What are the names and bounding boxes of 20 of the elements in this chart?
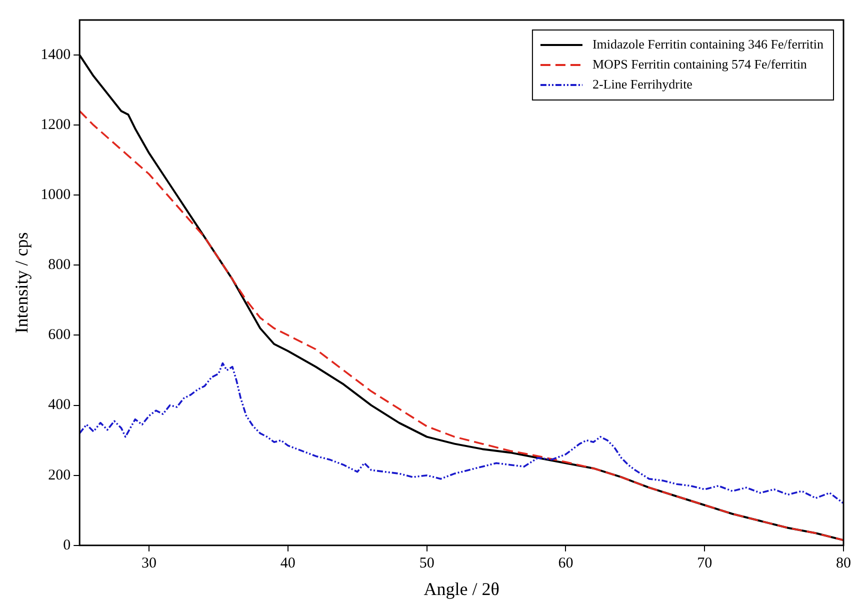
y-tick-label: 400 [48, 397, 71, 414]
x-axis-title: Angle / 2θ [424, 578, 500, 599]
legend-label: 2-Line Ferrihydrite [592, 76, 693, 92]
x-tick-label: 80 [836, 555, 851, 572]
y-tick-label: 200 [48, 467, 71, 484]
y-tick-label: 0 [63, 537, 71, 554]
x-tick-label: 40 [280, 555, 296, 572]
y-tick-label: 600 [48, 327, 71, 344]
x-tick-label: 60 [558, 555, 574, 572]
x-tick-label: 70 [697, 555, 712, 572]
y-tick-label: 1200 [40, 117, 71, 134]
legend-label: Imidazole Ferritin containing 346 Fe/ferritin [592, 36, 824, 52]
y-axis-title: Intensity / cps [12, 232, 32, 334]
legend-label: MOPS Ferritin containing 574 Fe/ferritin [592, 56, 808, 72]
line-series [80, 362, 844, 504]
y-tick-label: 1400 [40, 46, 71, 63]
x-tick-label: 50 [419, 555, 434, 572]
y-tick-label: 800 [48, 257, 71, 274]
x-tick-label: 30 [142, 555, 157, 572]
y-tick-label: 1000 [40, 187, 71, 204]
